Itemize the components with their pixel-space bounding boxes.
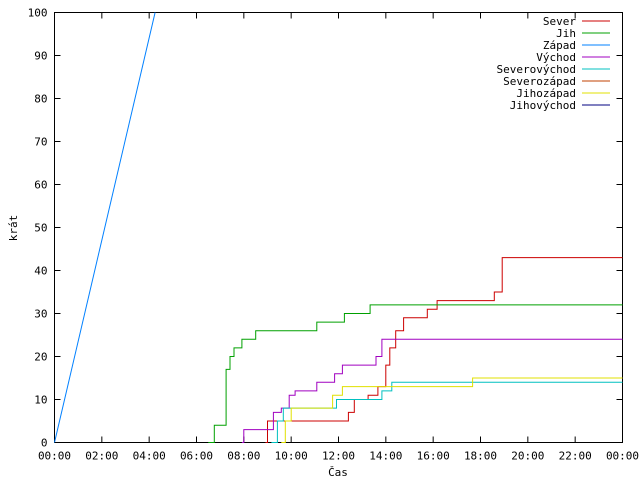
y-tick-label: 0 [41,437,48,450]
x-tick-label: 10:00 [275,450,308,463]
series-line-7 [281,377,623,443]
series-line-5 [271,381,623,443]
y-tick-label: 70 [34,136,47,149]
legend-label-8: Jihovýchod [510,99,576,112]
legend-label-4: Východ [536,51,576,64]
x-tick-label: 22:00 [559,450,592,463]
y-tick-label: 100 [28,7,48,20]
x-axis-label: Čas [328,466,348,479]
series-lines [54,12,623,443]
axis-ticks: 00:00 02:00 04:00 06:00 08:00 10:00 12:00 14:00… [28,7,639,463]
series-line-3 [54,12,156,443]
series-line-4 [241,338,623,443]
x-tick-label: 00:00 [38,450,71,463]
x-tick-label: 02:00 [85,450,118,463]
y-tick-label: 60 [34,179,47,192]
series-line-2 [208,304,623,443]
legend-label-3: Západ [543,39,576,52]
x-tick-label: 00:00 [606,450,639,463]
legend-label-7: Jihozápad [516,87,576,100]
x-tick-label: 18:00 [464,450,497,463]
y-axis-label: krát [7,215,20,242]
x-tick-label: 16:00 [417,450,450,463]
series-line-1 [265,257,623,443]
x-tick-label: 12:00 [322,450,355,463]
legend-label-6: Severozápad [503,75,576,88]
x-tick-label: 04:00 [133,450,166,463]
x-tick-label: 20:00 [511,450,544,463]
y-tick-label: 30 [34,308,47,321]
x-tick-label: 08:00 [227,450,260,463]
y-tick-label: 20 [34,351,47,364]
x-tick-label: 06:00 [180,450,213,463]
y-tick-label: 50 [34,222,47,235]
legend-label-5: Severovýchod [497,63,576,76]
y-tick-label: 40 [34,265,47,278]
legend: SeverJihZápadVýchodSeverovýchodSeverozáp… [497,15,610,112]
y-tick-label: 80 [34,93,47,106]
y-tick-label: 90 [34,50,47,63]
legend-label-1: Sever [543,15,576,28]
y-tick-label: 10 [34,394,47,407]
x-tick-label: 14:00 [369,450,402,463]
legend-label-2: Jih [556,27,576,40]
